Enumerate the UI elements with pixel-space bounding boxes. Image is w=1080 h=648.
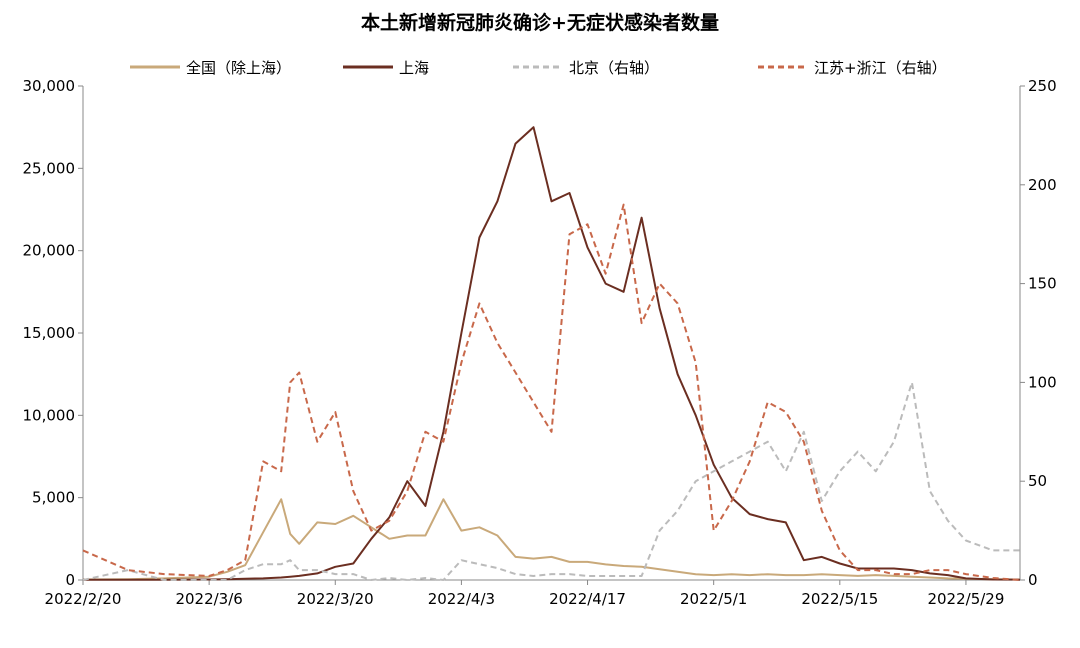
- right-tick-label: 200: [1028, 176, 1057, 194]
- x-tick-label: 2022/5/15: [801, 590, 878, 608]
- x-tick-label: 2022/2/20: [45, 590, 122, 608]
- legend-label-1: 全国（除上海）: [186, 59, 291, 77]
- left-tick-label: 20,000: [23, 242, 76, 260]
- left-tick-label: 25,000: [23, 159, 76, 177]
- left-tick-label: 5,000: [32, 489, 75, 507]
- legend-label-2: 上海: [399, 59, 429, 77]
- right-tick-label: 250: [1028, 77, 1057, 95]
- left-tick-label: 10,000: [23, 406, 76, 424]
- x-tick-label: 2022/3/20: [297, 590, 374, 608]
- left-tick-label: 0: [65, 571, 75, 589]
- x-tick-label: 2022/5/1: [680, 590, 747, 608]
- legend-label-3: 北京（右轴）: [569, 59, 659, 77]
- right-tick-label: 50: [1028, 472, 1047, 490]
- x-tick-label: 2022/3/6: [175, 590, 242, 608]
- series-line-2: [83, 126, 1021, 581]
- right-tick-label: 150: [1028, 275, 1057, 293]
- x-tick-label: 2022/4/3: [428, 590, 495, 608]
- axes: 0 5,000 10,000 15,000 20,000 25,000 30,000 0 50 1…: [23, 77, 1057, 608]
- legend: 全国（除上海） 上海 北京（右轴） 江苏+浙江（右轴）: [130, 59, 947, 77]
- right-tick-label: 100: [1028, 373, 1057, 391]
- left-tick-label: 30,000: [23, 77, 76, 95]
- legend-label-4: 江苏+浙江（右轴）: [814, 59, 947, 77]
- right-tick-label: 0: [1028, 571, 1038, 589]
- series-line-4: [82, 203, 1021, 581]
- series-line-3: [82, 381, 1020, 581]
- chart-title: 本土新增新冠肺炎确诊+无症状感染者数量: [361, 11, 719, 34]
- series-layer: [82, 126, 1021, 581]
- x-tick-label: 2022/5/29: [927, 590, 1004, 608]
- series-line-1: [82, 498, 1021, 581]
- left-tick-label: 15,000: [23, 324, 76, 342]
- x-tick-label: 2022/4/17: [549, 590, 626, 608]
